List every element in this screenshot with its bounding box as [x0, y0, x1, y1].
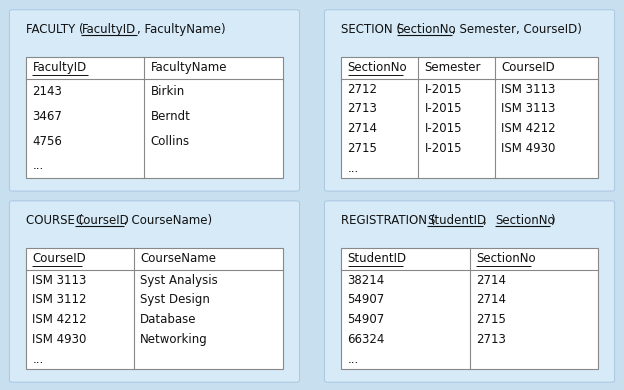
Text: ISM 3112: ISM 3112 — [32, 294, 87, 307]
Text: 38214: 38214 — [348, 274, 385, 287]
Text: CourseName: CourseName — [140, 252, 216, 266]
Text: I-2015: I-2015 — [424, 83, 462, 96]
Text: Database: Database — [140, 313, 197, 326]
Text: ISM 4930: ISM 4930 — [502, 142, 556, 155]
Text: 2713: 2713 — [476, 333, 505, 346]
Text: I-2015: I-2015 — [424, 103, 462, 115]
Text: ISM 4212: ISM 4212 — [32, 313, 87, 326]
Text: FACULTY (: FACULTY ( — [26, 23, 84, 35]
Text: ISM 4212: ISM 4212 — [502, 122, 556, 135]
Text: Networking: Networking — [140, 333, 208, 346]
Text: Semester: Semester — [424, 61, 481, 74]
Text: StudentID: StudentID — [348, 252, 407, 266]
Text: I-2015: I-2015 — [424, 122, 462, 135]
Text: SectionNo: SectionNo — [495, 214, 555, 227]
Text: ...: ... — [32, 160, 44, 172]
Text: 2713: 2713 — [348, 103, 378, 115]
FancyBboxPatch shape — [341, 57, 598, 178]
Text: CourseID: CourseID — [32, 252, 86, 266]
Text: FacultyID: FacultyID — [32, 61, 87, 74]
Text: ...: ... — [348, 162, 359, 175]
Text: COURSE (: COURSE ( — [26, 214, 84, 227]
Text: 3467: 3467 — [32, 110, 62, 123]
Text: 2715: 2715 — [348, 142, 378, 155]
Text: , Semester, CourseID): , Semester, CourseID) — [452, 23, 582, 35]
Text: 2715: 2715 — [476, 313, 505, 326]
FancyBboxPatch shape — [324, 201, 615, 382]
FancyBboxPatch shape — [26, 57, 283, 178]
FancyBboxPatch shape — [341, 248, 598, 369]
Text: ISM 3113: ISM 3113 — [32, 274, 87, 287]
Text: ISM 3113: ISM 3113 — [502, 83, 556, 96]
Text: , CourseName): , CourseName) — [124, 214, 213, 227]
Text: FacultyName: FacultyName — [150, 61, 227, 74]
Text: Birkin: Birkin — [150, 85, 185, 98]
Text: FacultyID: FacultyID — [82, 23, 135, 35]
Text: 2714: 2714 — [476, 294, 506, 307]
Text: 4756: 4756 — [32, 135, 62, 147]
Text: CourseID: CourseID — [502, 61, 555, 74]
Text: ...: ... — [348, 353, 359, 366]
Text: Syst Analysis: Syst Analysis — [140, 274, 218, 287]
Text: 2714: 2714 — [476, 274, 506, 287]
Text: 2712: 2712 — [348, 83, 378, 96]
Text: SectionNo: SectionNo — [476, 252, 535, 266]
Text: 66324: 66324 — [348, 333, 385, 346]
Text: StudentID: StudentID — [427, 214, 486, 227]
Text: 54907: 54907 — [348, 313, 385, 326]
Text: 54907: 54907 — [348, 294, 385, 307]
Text: SECTION (: SECTION ( — [341, 23, 401, 35]
Text: ,: , — [482, 214, 490, 227]
Text: I-2015: I-2015 — [424, 142, 462, 155]
Text: Syst Design: Syst Design — [140, 294, 210, 307]
FancyBboxPatch shape — [26, 248, 283, 369]
Text: SectionNo: SectionNo — [348, 61, 407, 74]
Text: ISM 4930: ISM 4930 — [32, 333, 87, 346]
FancyBboxPatch shape — [9, 10, 300, 191]
Text: 2143: 2143 — [32, 85, 62, 98]
Text: REGISTRATION (: REGISTRATION ( — [341, 214, 436, 227]
Text: SectionNo: SectionNo — [397, 23, 456, 35]
Text: ): ) — [550, 214, 555, 227]
Text: ...: ... — [32, 353, 44, 366]
Text: , FacultyName): , FacultyName) — [137, 23, 225, 35]
Text: Berndt: Berndt — [150, 110, 190, 123]
Text: Collins: Collins — [150, 135, 190, 147]
Text: CourseID: CourseID — [76, 214, 129, 227]
Text: ISM 3113: ISM 3113 — [502, 103, 556, 115]
FancyBboxPatch shape — [324, 10, 615, 191]
Text: 2714: 2714 — [348, 122, 378, 135]
FancyBboxPatch shape — [9, 201, 300, 382]
